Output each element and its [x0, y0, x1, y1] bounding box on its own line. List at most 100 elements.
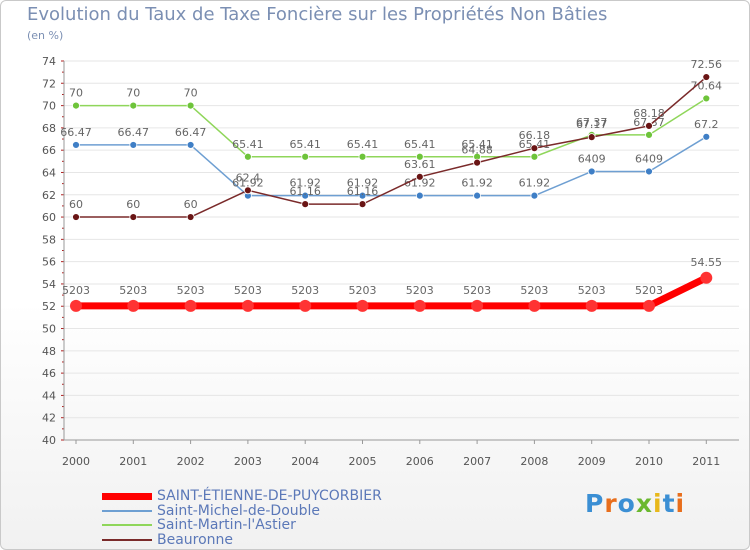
x-tick-label: 2005 [349, 455, 377, 468]
data-label: 67.37 [576, 116, 608, 129]
data-point [299, 299, 312, 312]
legend-item: Saint-Michel-de-Double [102, 504, 382, 519]
data-label: 61.16 [289, 185, 321, 198]
legend-swatch [102, 509, 152, 512]
data-point [473, 191, 482, 200]
data-label: 61.92 [519, 177, 551, 190]
data-point [585, 299, 598, 312]
data-label: 5203 [520, 284, 548, 297]
data-point [358, 200, 367, 209]
data-point [129, 213, 138, 221]
y-tick-label: 68 [42, 122, 56, 135]
logo-letter: t [662, 489, 676, 518]
data-label: 61.92 [232, 177, 264, 190]
legend-label: SAINT-ÉTIENNE-DE-PUYCORBIER [157, 488, 382, 505]
y-tick-label: 72 [42, 77, 56, 90]
data-label: 5203 [578, 284, 606, 297]
data-label: 60 [126, 198, 140, 211]
data-label: 70 [184, 87, 198, 100]
data-point [473, 158, 482, 167]
data-label: 63.61 [404, 158, 436, 171]
series-line [76, 136, 707, 197]
y-tick-label: 40 [42, 434, 56, 447]
y-tick-label: 48 [42, 345, 56, 358]
legend-item: Saint-Martin-l'Astier [102, 518, 382, 533]
series-line [76, 76, 707, 218]
data-point [72, 101, 80, 110]
data-label: 65.41 [404, 138, 436, 151]
data-label: 64.88 [461, 144, 493, 157]
x-tick-label: 2009 [578, 455, 606, 468]
data-point [702, 132, 711, 141]
data-label: 61.92 [289, 177, 321, 190]
data-point [645, 121, 653, 130]
legend-item: Beauronne [102, 533, 382, 548]
data-point [645, 167, 653, 176]
y-tick-label: 62 [42, 189, 56, 202]
data-point [530, 144, 539, 153]
data-point [186, 101, 195, 110]
x-tick-label: 2007 [463, 455, 491, 468]
data-point [356, 299, 369, 312]
logo-letter: P [585, 489, 605, 518]
chart-unit-label: (en %) [27, 29, 64, 42]
data-label: 62.4 [236, 171, 261, 184]
data-label: 5203 [463, 284, 491, 297]
data-point [645, 131, 653, 139]
data-label: 66.47 [175, 126, 207, 139]
y-tick-label: 56 [42, 256, 56, 269]
data-label: 67.2 [694, 118, 719, 131]
data-label: 61.16 [347, 185, 379, 198]
data-point [243, 186, 252, 195]
data-label: 66.47 [60, 126, 92, 139]
data-point [241, 299, 254, 312]
y-tick-label: 46 [42, 367, 56, 380]
data-point [471, 299, 484, 312]
logo-letter: r [604, 489, 618, 518]
data-point [72, 141, 80, 149]
data-point [702, 94, 711, 103]
x-tick-label: 2006 [406, 455, 434, 468]
data-label: 66.18 [519, 129, 551, 142]
x-tick-label: 2001 [119, 455, 147, 468]
x-tick-label: 2008 [520, 455, 548, 468]
data-label: 60 [184, 198, 198, 211]
data-point [413, 299, 426, 312]
data-label: 60 [69, 198, 83, 211]
data-point [587, 167, 596, 176]
data-label: 72.56 [691, 58, 723, 71]
y-tick-label: 58 [42, 233, 56, 246]
y-tick-label: 64 [42, 166, 56, 179]
y-tick-label: 74 [42, 55, 56, 68]
data-point [301, 200, 310, 209]
y-tick-label: 60 [42, 211, 56, 224]
data-label: 5203 [291, 284, 319, 297]
data-point [129, 101, 138, 110]
data-label: 65.41 [289, 138, 321, 151]
data-point [70, 299, 82, 312]
data-point [587, 133, 596, 142]
data-point [301, 191, 310, 200]
data-point [301, 152, 310, 161]
series-line [76, 274, 708, 310]
data-point [129, 141, 138, 149]
data-label: 65.41 [519, 138, 551, 151]
data-label: 68.18 [633, 107, 665, 120]
legend-label: Beauronne [157, 531, 234, 548]
x-tick-label: 2004 [291, 455, 319, 468]
data-point [528, 299, 541, 312]
legend-label: Saint-Michel-de-Double [157, 502, 321, 519]
data-label: 5203 [177, 284, 205, 297]
y-tick-label: 52 [42, 300, 56, 313]
data-point [415, 172, 424, 181]
data-label: 54.55 [691, 256, 723, 269]
data-point [530, 191, 539, 200]
legend: SAINT-ÉTIENNE-DE-PUYCORBIER Saint-Michel-… [102, 489, 382, 547]
data-point [186, 213, 195, 221]
data-point [702, 73, 711, 81]
data-point [184, 299, 197, 312]
legend-swatch [102, 538, 152, 541]
data-point [358, 191, 367, 200]
data-label: 61.92 [461, 177, 493, 190]
